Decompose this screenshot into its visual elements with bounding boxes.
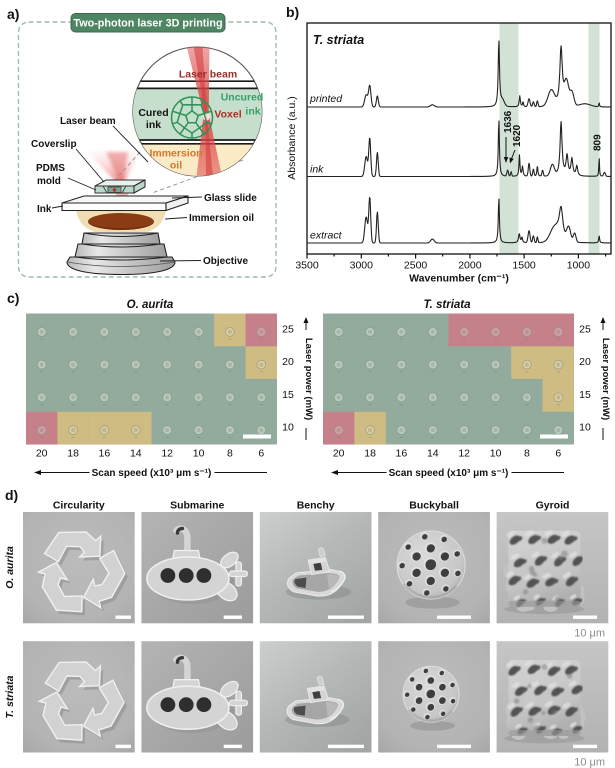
svg-text:1500: 1500: [512, 260, 536, 272]
svg-text:Two-photon laser 3D printing: Two-photon laser 3D printing: [73, 18, 222, 30]
svg-text:25: 25: [282, 323, 294, 335]
svg-text:16: 16: [396, 448, 408, 460]
svg-text:b): b): [286, 4, 299, 20]
svg-text:10 μm: 10 μm: [574, 627, 605, 639]
svg-text:1636: 1636: [503, 110, 514, 133]
svg-text:14: 14: [130, 448, 142, 460]
svg-text:20: 20: [333, 448, 345, 460]
svg-text:Immersion oil: Immersion oil: [189, 213, 254, 224]
svg-text:10 μm: 10 μm: [574, 757, 605, 768]
svg-text:10: 10: [579, 422, 591, 434]
svg-text:Laser power (mW): Laser power (mW): [303, 338, 314, 420]
svg-text:2500: 2500: [404, 260, 428, 272]
svg-text:15: 15: [579, 389, 591, 401]
svg-text:O. aurita: O. aurita: [127, 299, 174, 311]
svg-text:Cured: Cured: [138, 107, 168, 119]
svg-text:Scan speed (x10³ μm s⁻¹): Scan speed (x10³ μm s⁻¹): [92, 468, 212, 479]
svg-text:10: 10: [490, 448, 502, 460]
svg-text:8: 8: [524, 448, 530, 460]
svg-text:Absorbance (a.u.): Absorbance (a.u.): [286, 96, 298, 179]
svg-text:Voxel: Voxel: [214, 109, 241, 121]
svg-text:T. striata: T. striata: [4, 675, 16, 718]
svg-text:a): a): [7, 6, 19, 22]
svg-text:Scan speed (x10³ μm s⁻¹): Scan speed (x10³ μm s⁻¹): [389, 468, 509, 479]
svg-text:16: 16: [99, 448, 111, 460]
svg-text:Benchy: Benchy: [297, 500, 335, 512]
svg-text:20: 20: [579, 356, 591, 368]
svg-text:2000: 2000: [458, 260, 482, 272]
svg-text:Laser beam: Laser beam: [179, 69, 237, 81]
svg-text:6: 6: [258, 448, 264, 460]
svg-text:Immersion: Immersion: [149, 148, 202, 160]
svg-text:Glass slide: Glass slide: [204, 193, 257, 204]
svg-text:15: 15: [282, 389, 294, 401]
svg-text:18: 18: [67, 448, 79, 460]
svg-text:Gyroid: Gyroid: [536, 500, 570, 512]
svg-text:T. striata: T. striata: [313, 33, 364, 47]
svg-text:18: 18: [364, 448, 376, 460]
svg-text:12: 12: [161, 448, 173, 460]
svg-text:3000: 3000: [350, 260, 374, 272]
svg-text:PDMS: PDMS: [36, 163, 65, 174]
svg-text:Wavenumber (cm⁻¹): Wavenumber (cm⁻¹): [409, 273, 509, 285]
svg-text:3500: 3500: [295, 260, 319, 272]
svg-text:14: 14: [427, 448, 439, 460]
svg-text:Circularity: Circularity: [53, 500, 105, 512]
svg-text:6: 6: [555, 448, 561, 460]
svg-text:809: 809: [593, 134, 604, 151]
svg-text:extract: extract: [310, 230, 343, 242]
svg-text:12: 12: [458, 448, 470, 460]
svg-text:Submarine: Submarine: [170, 500, 224, 512]
svg-text:mold: mold: [37, 176, 61, 187]
svg-text:ink: ink: [146, 119, 161, 131]
svg-text:oil: oil: [170, 160, 182, 172]
svg-text:10: 10: [282, 422, 294, 434]
svg-text:Laser beam: Laser beam: [60, 116, 116, 127]
svg-text:Ink: Ink: [37, 204, 52, 215]
svg-text:1620: 1620: [512, 124, 523, 147]
svg-text:Coverslip: Coverslip: [31, 139, 77, 150]
svg-text:T. striata: T. striata: [423, 299, 471, 311]
svg-text:printed: printed: [309, 93, 343, 105]
svg-text:20: 20: [36, 448, 48, 460]
svg-text:O. aurita: O. aurita: [4, 546, 16, 589]
svg-text:Uncured: Uncured: [221, 92, 264, 104]
svg-text:25: 25: [579, 323, 591, 335]
svg-text:Laser power (mW): Laser power (mW): [600, 338, 611, 420]
svg-text:ink: ink: [310, 164, 324, 176]
svg-text:1000: 1000: [567, 260, 591, 272]
svg-text:c): c): [7, 290, 19, 306]
svg-text:20: 20: [282, 356, 294, 368]
svg-text:ink: ink: [245, 106, 260, 118]
svg-text:d): d): [5, 487, 18, 503]
svg-text:Buckyball: Buckyball: [409, 500, 459, 512]
svg-text:8: 8: [227, 448, 233, 460]
svg-text:10: 10: [193, 448, 205, 460]
svg-text:Objective: Objective: [203, 256, 248, 267]
